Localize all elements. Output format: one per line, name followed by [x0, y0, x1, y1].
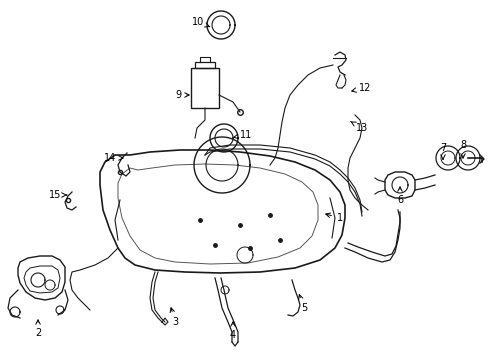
Text: 14: 14 [103, 153, 123, 163]
Text: 10: 10 [191, 17, 209, 27]
Text: 11: 11 [233, 130, 252, 140]
Text: 3: 3 [170, 308, 178, 327]
Text: 1: 1 [325, 213, 343, 223]
Text: 5: 5 [298, 294, 306, 313]
Text: 7: 7 [439, 143, 445, 159]
Text: 15: 15 [49, 190, 67, 200]
Text: 12: 12 [351, 83, 370, 93]
Text: 2: 2 [35, 320, 41, 338]
Text: 9: 9 [175, 90, 189, 100]
Text: 8: 8 [459, 140, 465, 158]
Text: 13: 13 [350, 122, 367, 133]
Text: 6: 6 [396, 187, 402, 205]
Text: 4: 4 [229, 322, 236, 340]
